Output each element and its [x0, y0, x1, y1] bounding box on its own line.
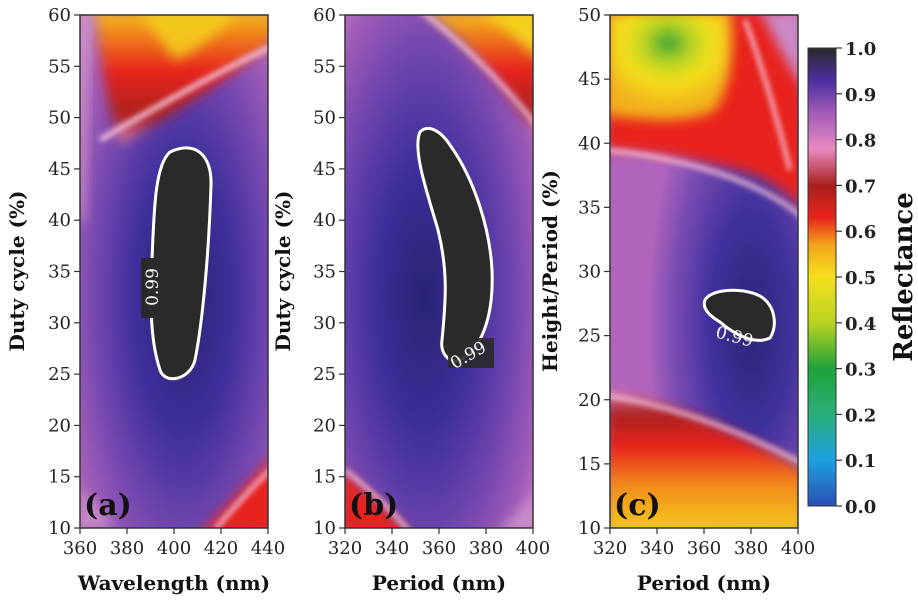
- panel-b-tag: (b): [349, 488, 398, 523]
- panel-c-ytick-label: 35: [578, 197, 601, 218]
- panel-c-xtick-label: 340: [640, 538, 674, 559]
- panel-a-ytick-label: 40: [48, 210, 71, 231]
- panel-a-ytick-label: 25: [48, 364, 71, 385]
- panel-b-ytick-label: 10: [313, 518, 336, 539]
- panel-b-xtick-label: 320: [328, 538, 362, 559]
- panel-c-heatmap: 0.99: [610, 15, 798, 528]
- panel-b-ytick-label: 20: [313, 415, 336, 436]
- colorbar-tick-label: 0.9: [845, 85, 876, 106]
- panel-a-ytick-label: 60: [48, 5, 71, 26]
- panel-a: 0.99 360 380 400 420 440 10 15 20 25 30 35 40 45 50 55…: [5, 5, 285, 595]
- panel-b-ytick-label: 15: [313, 467, 336, 488]
- panel-b-xlabel: Period (nm): [372, 571, 506, 595]
- panel-b-heatmap: 0.99: [345, 15, 533, 528]
- panel-b-ytick-label: 35: [313, 262, 336, 283]
- colorbar-tick-label: 0.0: [845, 497, 876, 518]
- panel-c-ytick-label: 20: [578, 390, 601, 411]
- colorbar-tick-label: 0.3: [845, 360, 876, 381]
- panel-a-xtick-label: 440: [251, 538, 285, 559]
- panel-b-xtick-label: 400: [516, 538, 550, 559]
- panel-b-ytick-label: 45: [313, 159, 336, 180]
- colorbar-tick-label: 1.0: [845, 39, 876, 60]
- panel-c-ytick-label: 45: [578, 69, 601, 90]
- panel-a-xlabel: Wavelength (nm): [77, 571, 270, 595]
- panel-b-ytick-label: 50: [313, 108, 336, 129]
- panel-c: 0.99 320 340 360 380 400 10 15 20 25 30 35 40 45 50 (…: [538, 5, 815, 595]
- panel-c-ytick-label: 15: [578, 454, 601, 475]
- panel-b: 0.99 320 340 360 380 400 10 15 20 25 30 35 40 45 50 55…: [271, 5, 550, 595]
- panel-b-ylabel: Duty cycle (%): [271, 191, 295, 352]
- panel-a-xtick-label: 360: [63, 538, 97, 559]
- colorbar-tick-label: 0.4: [845, 314, 876, 335]
- panel-a-ytick-label: 55: [48, 56, 71, 77]
- panel-c-ylabel: Height/Period (%): [538, 170, 562, 372]
- panel-a-ytick-label: 30: [48, 313, 71, 334]
- panel-b-ytick-label: 40: [313, 210, 336, 231]
- panel-a-ytick-label: 45: [48, 159, 71, 180]
- colorbar-tick-label: 0.1: [845, 451, 876, 472]
- panel-a-ylabel: Duty cycle (%): [5, 191, 29, 352]
- colorbar-label: Reflectance: [889, 192, 918, 362]
- panel-c-tag: (c): [614, 488, 661, 523]
- panel-c-xtick-label: 380: [734, 538, 768, 559]
- panel-c-axes: 320 340 360 380 400 10 15 20 25 30 35 40 45 50: [578, 5, 815, 559]
- panel-b-xtick-label: 340: [375, 538, 409, 559]
- panel-a-ytick-label: 20: [48, 415, 71, 436]
- colorbar-tick-label: 0.6: [845, 222, 876, 243]
- panel-a-axes: 360 380 400 420 440 10 15 20 25 30 35 40 45 50 55 60: [48, 5, 285, 559]
- panel-b-ytick-label: 25: [313, 364, 336, 385]
- panel-a-heatmap: 0.99: [80, 15, 268, 528]
- panel-a-xtick-label: 400: [157, 538, 191, 559]
- panel-a-xtick-label: 420: [204, 538, 238, 559]
- colorbar-ticks: 0.0 0.1 0.2 0.3 0.4 0.5 0.6 0.7 0.8 0.9 1.0: [836, 39, 876, 518]
- panel-c-xtick-label: 320: [593, 538, 627, 559]
- colorbar-tick-label: 0.7: [845, 176, 876, 197]
- colorbar-tick-label: 0.8: [845, 131, 876, 152]
- panel-a-tag: (a): [84, 488, 132, 523]
- colorbar-gradient: [807, 47, 837, 507]
- panel-c-ytick-label: 25: [578, 326, 601, 347]
- panel-b-ytick-label: 55: [313, 56, 336, 77]
- panel-a-ytick-label: 10: [48, 518, 71, 539]
- panel-c-xtick-label: 400: [781, 538, 815, 559]
- panel-c-ytick-label: 50: [578, 5, 601, 26]
- colorbar-tick-label: 0.5: [845, 268, 876, 289]
- panel-b-ytick-label: 60: [313, 5, 336, 26]
- panel-c-xlabel: Period (nm): [637, 571, 771, 595]
- panel-b-xtick-label: 380: [469, 538, 503, 559]
- panel-c-ytick-label: 40: [578, 133, 601, 154]
- panel-a-ytick-label: 35: [48, 262, 71, 283]
- panel-a-ytick-label: 15: [48, 467, 71, 488]
- panel-b-axes: 320 340 360 380 400 10 15 20 25 30 35 40 45 50 55 60: [313, 5, 550, 559]
- panel-b-ytick-label: 30: [313, 313, 336, 334]
- panel-a-xtick-label: 380: [110, 538, 144, 559]
- colorbar-tick-label: 0.2: [845, 405, 876, 426]
- colorbar: 0.0 0.1 0.2 0.3 0.4 0.5 0.6 0.7 0.8 0.9 1.0 Reflec…: [807, 39, 918, 518]
- panel-a-contour-label: 0.99: [143, 268, 163, 306]
- panel-c-ytick-label: 30: [578, 262, 601, 283]
- panel-a-ytick-label: 50: [48, 108, 71, 129]
- panel-b-xtick-label: 360: [422, 538, 456, 559]
- panel-c-xtick-label: 360: [687, 538, 721, 559]
- panel-c-ytick-label: 10: [578, 518, 601, 539]
